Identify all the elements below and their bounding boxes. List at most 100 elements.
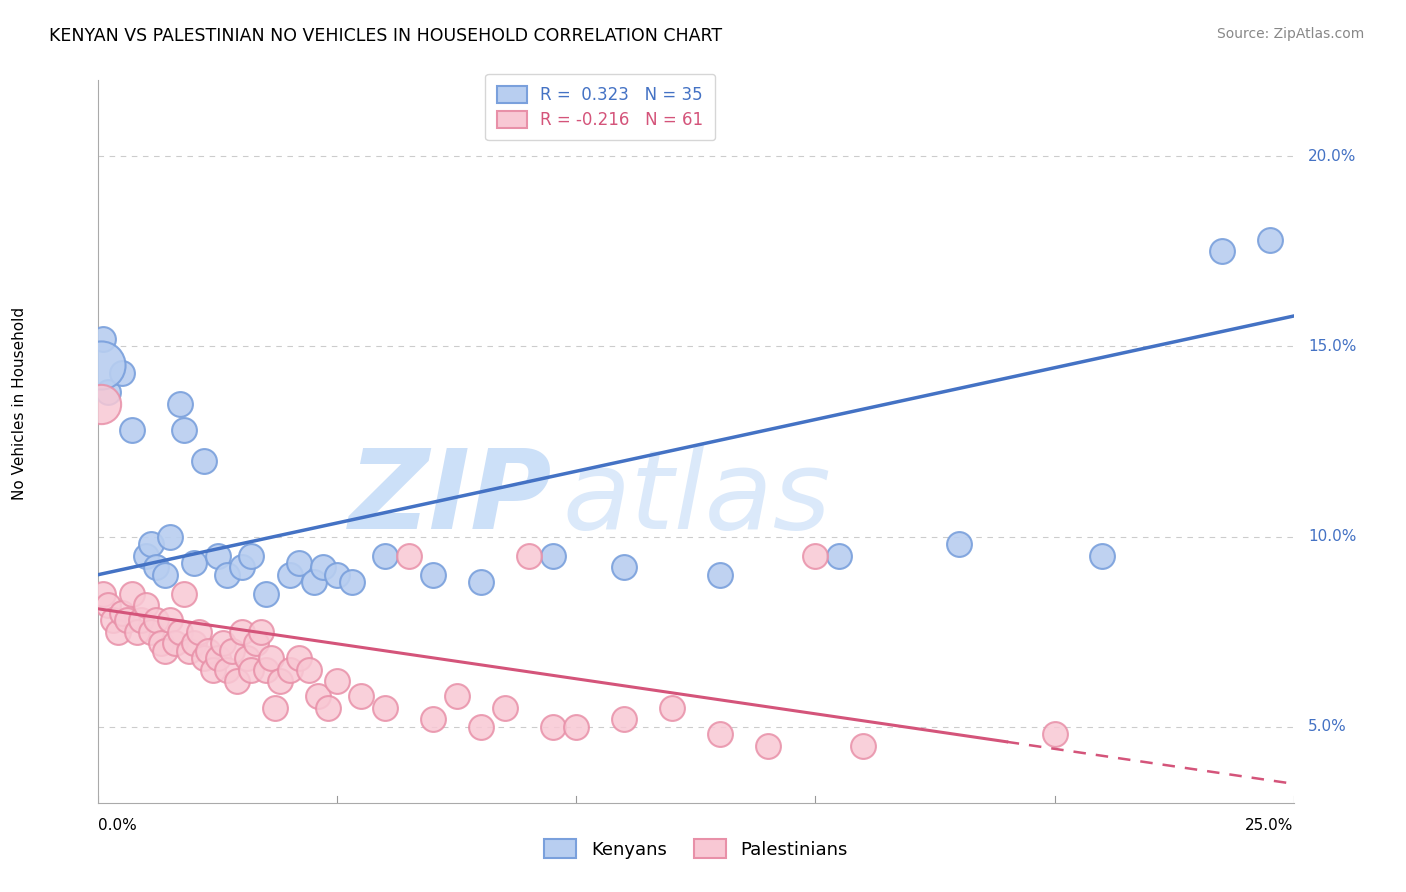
Point [231, 560, 253, 574]
Point [470, 575, 492, 590]
Point [90, 396, 112, 410]
Point [278, 663, 301, 677]
Point [709, 727, 731, 741]
Text: 5.0%: 5.0% [1308, 719, 1347, 734]
Text: Source: ZipAtlas.com: Source: ZipAtlas.com [1216, 27, 1364, 41]
Point [149, 636, 172, 650]
Point [135, 598, 157, 612]
Point [541, 720, 564, 734]
Point [91, 587, 114, 601]
Point [235, 651, 257, 665]
Point [494, 700, 516, 714]
Point [135, 549, 157, 563]
Point [278, 567, 301, 582]
Point [139, 537, 162, 551]
Point [131, 613, 153, 627]
Point [111, 366, 134, 380]
Point [179, 643, 201, 657]
Point [197, 643, 219, 657]
Point [226, 674, 249, 689]
Point [169, 396, 191, 410]
Point [159, 613, 181, 627]
Point [231, 624, 253, 639]
Point [804, 549, 827, 563]
Point [259, 651, 281, 665]
Point [155, 567, 177, 582]
Point [852, 739, 875, 753]
Text: atlas: atlas [562, 445, 831, 552]
Point [312, 560, 335, 574]
Point [1258, 841, 1281, 855]
Text: 10.0%: 10.0% [1308, 529, 1357, 544]
Point [398, 549, 420, 563]
Point [245, 636, 267, 650]
Point [269, 674, 291, 689]
Point [240, 549, 263, 563]
Point [302, 575, 325, 590]
Point [350, 690, 373, 704]
Point [211, 636, 233, 650]
Point [374, 549, 396, 563]
Point [756, 739, 779, 753]
Point [97, 598, 120, 612]
Point [1091, 549, 1114, 563]
Point [111, 606, 134, 620]
Point [163, 636, 186, 650]
Point [254, 663, 277, 677]
Point [541, 549, 564, 563]
Point [217, 663, 239, 677]
Point [517, 549, 540, 563]
Text: ZIP: ZIP [349, 445, 553, 552]
Point [250, 624, 273, 639]
Point [115, 613, 138, 627]
Point [187, 624, 209, 639]
Point [173, 423, 195, 437]
Point [217, 567, 239, 582]
Point [155, 643, 177, 657]
Point [288, 556, 311, 570]
Point [121, 587, 143, 601]
Point [145, 560, 167, 574]
Point [139, 624, 162, 639]
Point [326, 567, 349, 582]
Point [1258, 233, 1281, 247]
Point [446, 690, 468, 704]
Point [207, 651, 229, 665]
Point [948, 537, 970, 551]
Point [470, 720, 492, 734]
Point [193, 651, 215, 665]
Legend: Kenyans, Palestinians: Kenyans, Palestinians [537, 832, 855, 866]
Text: 20.0%: 20.0% [1308, 149, 1357, 164]
Point [422, 712, 444, 726]
Text: KENYAN VS PALESTINIAN NO VEHICLES IN HOUSEHOLD CORRELATION CHART: KENYAN VS PALESTINIAN NO VEHICLES IN HOU… [49, 27, 723, 45]
Point [169, 624, 191, 639]
Point [183, 556, 205, 570]
Point [828, 549, 851, 563]
Text: 25.0%: 25.0% [1246, 818, 1294, 833]
Point [173, 587, 195, 601]
Text: No Vehicles in Household: No Vehicles in Household [11, 307, 27, 500]
Point [207, 549, 229, 563]
Point [145, 613, 167, 627]
Point [90, 359, 112, 373]
Point [298, 663, 321, 677]
Point [159, 530, 181, 544]
Point [254, 587, 277, 601]
Point [183, 636, 205, 650]
Point [288, 651, 311, 665]
Point [121, 423, 143, 437]
Point [661, 700, 683, 714]
Point [340, 575, 363, 590]
Point [264, 700, 287, 714]
Point [422, 567, 444, 582]
Point [326, 674, 349, 689]
Point [101, 613, 124, 627]
Point [97, 385, 120, 400]
Point [107, 624, 129, 639]
Point [316, 700, 339, 714]
Point [374, 700, 396, 714]
Point [613, 560, 636, 574]
Text: 0.0%: 0.0% [98, 818, 138, 833]
Point [125, 624, 148, 639]
Point [193, 453, 215, 467]
